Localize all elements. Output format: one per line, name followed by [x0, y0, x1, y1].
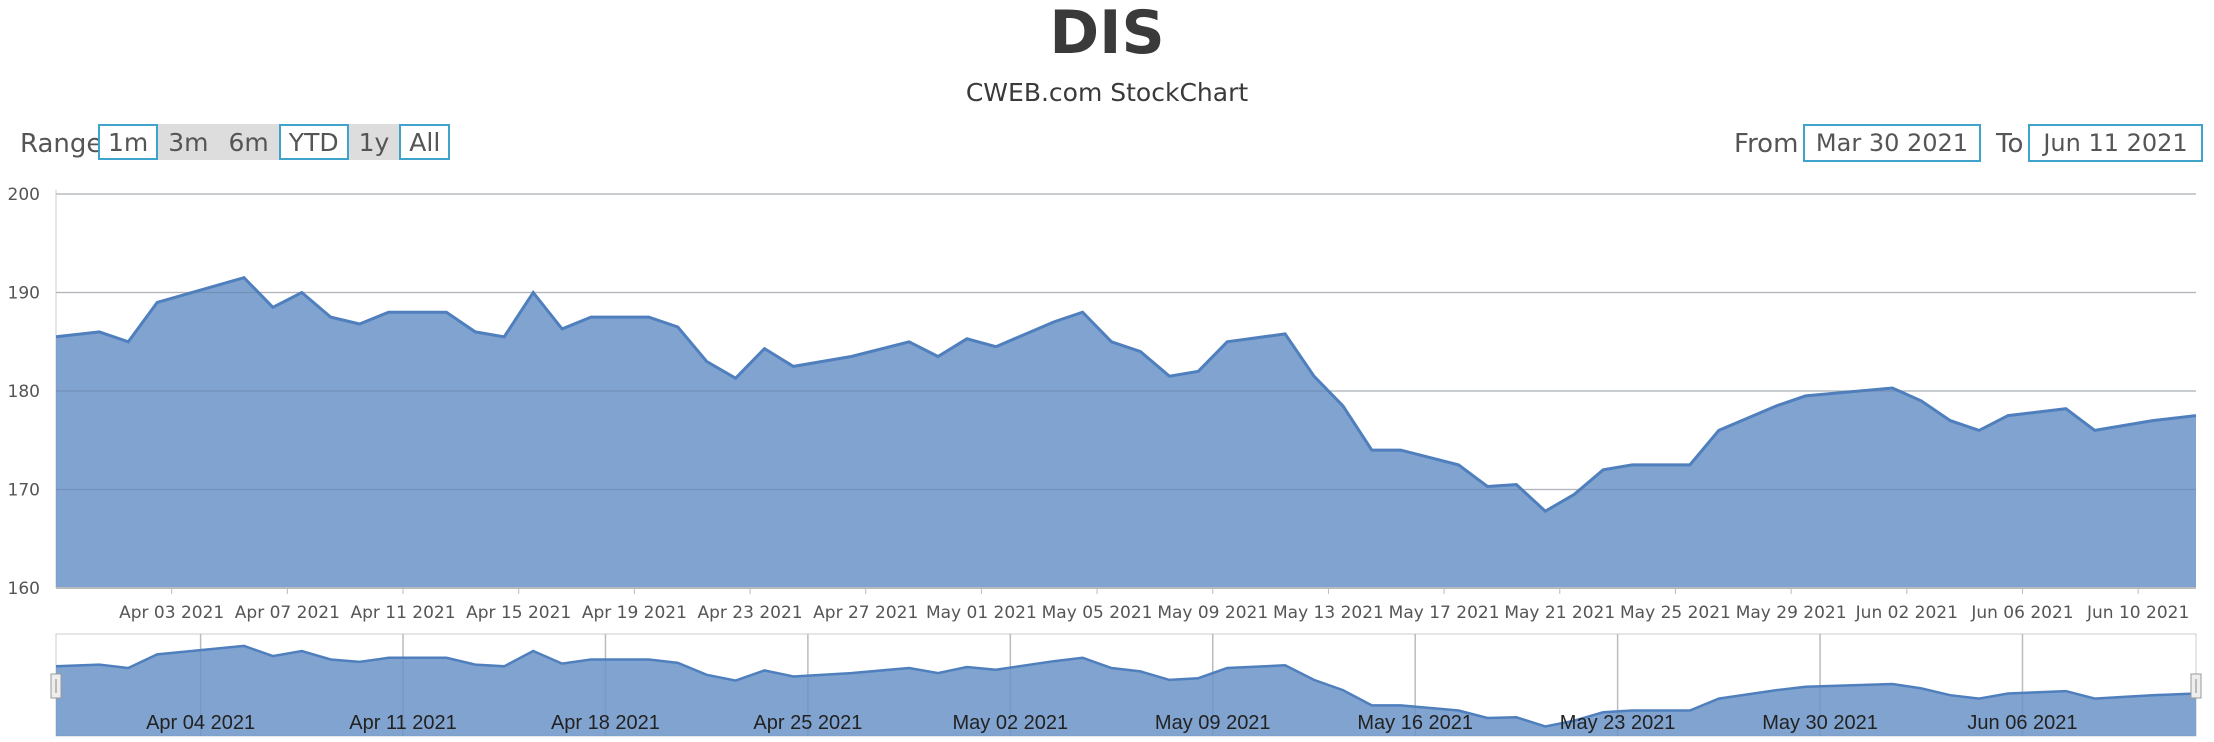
navigator-tick-label: May 02 2021 [953, 712, 1069, 734]
y-tick-label: 200 [8, 185, 40, 205]
to-date-input[interactable] [2028, 124, 2203, 162]
x-tick-label: May 13 2021 [1273, 603, 1384, 623]
x-tick-label: May 21 2021 [1504, 603, 1615, 623]
range-button-1y[interactable]: 1y [348, 124, 400, 160]
navigator-tick-label: May 16 2021 [1357, 712, 1473, 734]
range-button-ytd[interactable]: YTD [278, 124, 349, 160]
y-tick-label: 190 [8, 284, 40, 304]
x-tick-label: May 05 2021 [1042, 603, 1153, 623]
x-tick-label: Apr 15 2021 [466, 603, 571, 623]
from-date-input[interactable] [1803, 124, 1981, 162]
y-tick-label: 160 [8, 579, 40, 599]
x-tick-label: Apr 23 2021 [697, 603, 802, 623]
x-tick-label: Jun 02 2021 [1855, 603, 1958, 623]
navigator-tick-label: Apr 18 2021 [551, 712, 660, 734]
chart-title: DIS [1049, 0, 1165, 68]
navigator-tick-label: Jun 06 2021 [1967, 712, 2077, 734]
navigator-tick-label: Apr 11 2021 [349, 712, 457, 734]
x-tick-label: Apr 27 2021 [813, 603, 918, 623]
x-tick-label: Jun 06 2021 [1970, 603, 2073, 623]
range-button-1m[interactable]: 1m [98, 124, 159, 160]
navigator-tick-label: Apr 25 2021 [753, 712, 862, 734]
chart-subtitle: CWEB.com StockChart [965, 78, 1249, 107]
x-tick-label: May 01 2021 [926, 603, 1037, 623]
from-label: From [1734, 129, 1799, 159]
to-label: To [1996, 129, 2024, 159]
navigator-tick-label: May 23 2021 [1560, 712, 1676, 734]
x-tick-label: May 09 2021 [1157, 603, 1268, 623]
x-tick-label: Apr 07 2021 [235, 603, 340, 623]
y-tick-label: 170 [8, 481, 40, 501]
range-button-6m[interactable]: 6m [218, 124, 279, 160]
x-tick-label: Apr 03 2021 [119, 603, 224, 623]
x-tick-label: May 29 2021 [1736, 603, 1847, 623]
x-tick-label: Apr 19 2021 [582, 603, 687, 623]
range-button-3m[interactable]: 3m [158, 124, 219, 160]
y-tick-label: 180 [8, 382, 40, 402]
price-area [56, 277, 2196, 588]
navigator-area [56, 645, 2196, 736]
x-tick-label: Jun 10 2021 [2086, 603, 2189, 623]
x-tick-label: May 25 2021 [1620, 603, 1731, 623]
range-label: Range [20, 129, 103, 159]
range-selector: 1m 3m 6m YTD 1y All [98, 124, 451, 164]
navigator-tick-label: May 30 2021 [1762, 712, 1878, 734]
navigator-tick-label: May 09 2021 [1155, 712, 1271, 734]
price-line [55, 276, 2197, 514]
range-button-all[interactable]: All [399, 124, 451, 160]
x-tick-label: Apr 11 2021 [350, 603, 455, 623]
navigator-line [55, 644, 2197, 728]
x-tick-label: May 17 2021 [1389, 603, 1500, 623]
navigator-tick-label: Apr 04 2021 [146, 712, 255, 734]
